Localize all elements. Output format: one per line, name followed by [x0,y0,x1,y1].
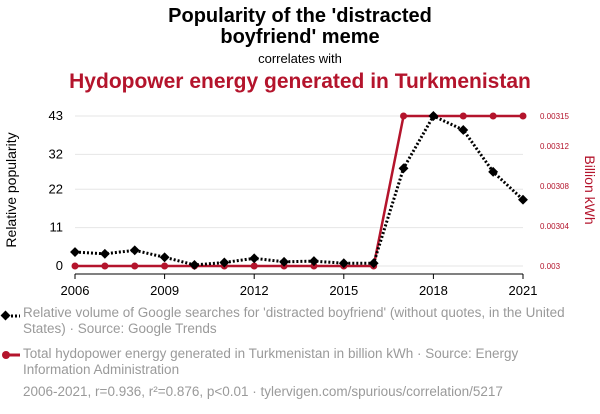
series-hydropower-point [459,112,467,120]
chart-title-line1: Popularity of the 'distracted [168,5,432,27]
series-hydropower-point [101,262,109,270]
y-tick-left-label: 32 [49,146,63,161]
y-axis-left-ticks: 0 11 22 32 43 [49,108,63,273]
y-tick-left-label: 22 [49,181,63,196]
gridlines [75,115,523,267]
series-hydropower-point [519,112,527,120]
series-hydropower-point [489,112,497,120]
chart-title-line2: boyfriend' meme [220,26,380,48]
series-google-point [398,163,409,174]
x-axis-ticks: 2006 2009 2012 2015 2018 2021 [61,274,538,298]
series-hydropower-point [250,262,258,270]
x-tick-label: 2012 [240,283,269,298]
y-tick-right-label: 0.003 [540,262,561,271]
series-google-point [129,245,140,256]
y-tick-left-label: 43 [49,108,63,123]
series-google-point [338,258,349,269]
series-google-point [70,247,80,257]
legend-item-series1: Relative volume of Google searches for '… [23,305,565,336]
series-google-point [189,260,200,270]
series-hydropower-line [75,114,523,268]
series-hydropower-point [400,112,408,120]
series-google-point [368,258,379,269]
series-hydropower-point [161,262,169,270]
correlates-with-label: correlates with [258,51,342,66]
series-google-point [308,256,319,267]
y-axis-right-ticks: 0.003 0.00304 0.00308 0.00312 0.00315 [540,112,569,271]
x-tick-label: 2018 [419,283,448,298]
y-tick-left-label: 0 [56,258,63,273]
series-hydropower-point [131,262,139,270]
x-tick-label: 2021 [509,283,538,298]
legend-symbol-series2 [2,351,20,359]
series-google-point [488,166,499,177]
series-hydropower [71,112,527,270]
series-google-point [219,257,230,268]
y-axis-left-label: Relative popularity [3,132,19,247]
series-google-point [279,256,290,267]
series-hydropower-point [71,262,79,270]
x-tick-label: 2015 [329,283,358,298]
series-google-searches [70,111,528,270]
series-google-line [74,114,525,267]
legend-item-series2: Total hydopower energy generated in Turk… [23,346,519,377]
y-tick-left-label: 11 [50,220,64,235]
series-google-point [249,253,260,264]
series-google-point [518,194,528,205]
x-tick-label: 2006 [61,283,90,298]
series-google-point [159,252,170,263]
series-google-point [99,248,110,259]
footer-stats: 2006-2021, r=0.936, r²=0.876, p<0.01 · t… [23,384,503,399]
y-tick-right-label: 0.00308 [540,182,569,191]
y-axis-right-label: Billion kWh [582,155,598,224]
chart-title-secondary: Hydopower energy generated in Turkmenist… [69,70,531,93]
y-tick-right-label: 0.00312 [540,142,569,151]
legend-symbol-series1 [0,310,20,321]
y-tick-right-label: 0.00315 [540,112,569,121]
x-tick-label: 2009 [150,283,179,298]
series-google-point [458,125,469,135]
y-tick-right-label: 0.00304 [540,222,569,231]
